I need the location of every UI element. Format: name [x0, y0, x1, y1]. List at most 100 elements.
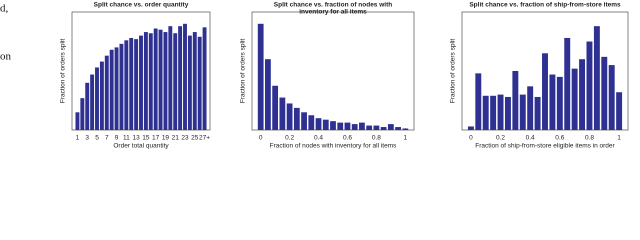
bar: [527, 86, 534, 130]
bar: [114, 47, 119, 130]
bar: [119, 43, 124, 130]
bar: [564, 37, 571, 130]
x-tick-label: 0.4: [526, 135, 535, 142]
bar: [534, 96, 541, 130]
bar: [387, 124, 394, 130]
x-tick-label: 13: [132, 135, 140, 142]
bar: [279, 97, 286, 130]
x-tick-label: 0.4: [314, 135, 323, 142]
x-tick-label: 0: [259, 135, 263, 142]
bar: [579, 59, 586, 131]
bar: [330, 121, 336, 130]
x-tick-label: 5: [95, 135, 99, 142]
bar: [158, 29, 163, 131]
bar: [183, 23, 187, 130]
bar: [475, 73, 482, 130]
bar: [308, 115, 315, 130]
x-tick-label: 23: [181, 135, 189, 142]
bar: [608, 65, 615, 130]
x-tick-label: 0.6: [343, 135, 352, 142]
bar: [134, 39, 139, 130]
x-tick-label: 27+: [199, 135, 210, 142]
bar: [359, 122, 365, 130]
bar: [322, 119, 329, 130]
bar: [504, 96, 511, 130]
bar: [380, 127, 387, 130]
bar: [109, 49, 114, 131]
y-axis-label: Fraction of orders split: [60, 39, 67, 103]
bar: [593, 26, 600, 130]
bar: [129, 37, 134, 130]
bar: [490, 95, 497, 130]
chart-title: Split chance vs. fraction of ship-from-s…: [469, 2, 621, 9]
bar: [366, 125, 373, 130]
bar: [373, 125, 380, 130]
bar: [395, 127, 401, 130]
bar: [315, 118, 322, 130]
x-tick-label: 19: [162, 135, 170, 142]
x-tick-label: 0.8: [585, 135, 594, 142]
bar: [104, 55, 109, 130]
chart-title: Split chance vs. fraction of nodes with: [274, 2, 392, 9]
x-axis-label: Order total quantity: [113, 143, 169, 150]
x-tick-label: 0.2: [496, 135, 505, 142]
x-tick-label: 17: [152, 135, 160, 142]
figure: d, on Split chance vs. order quantity Ord…: [0, 2, 629, 150]
x-tick-label: 0.8: [372, 135, 381, 142]
bar: [519, 94, 526, 130]
bar: [586, 41, 593, 130]
bar: [153, 28, 158, 130]
x-tick-label: 0.2: [285, 135, 294, 142]
x-axis-label: Fraction of nodes with inventory for all…: [270, 143, 398, 150]
bar: [293, 107, 300, 130]
page: {"page_text": ["d,", "on"], "chart_data"…: [0, 1, 629, 150]
x-tick-label: 15: [142, 135, 150, 142]
bar: [85, 82, 90, 130]
text-fragment: on: [0, 51, 12, 63]
bar: [95, 67, 99, 130]
bar: [197, 36, 202, 130]
bar: [163, 32, 168, 131]
bar: [99, 61, 104, 131]
bar: [286, 103, 293, 130]
x-tick-label: 25: [191, 135, 199, 142]
x-tick-label: 1: [76, 135, 80, 142]
bar: [80, 98, 85, 130]
bar: [148, 33, 153, 130]
bar: [187, 35, 192, 130]
bar: [139, 35, 143, 130]
x-tick-label: 0: [469, 135, 473, 142]
bar: [616, 92, 623, 130]
x-tick-label: 7: [105, 135, 109, 142]
x-tick-label: 1: [617, 135, 621, 142]
bar: [202, 27, 207, 131]
text-fragment: d,: [0, 3, 9, 15]
bar: [556, 76, 563, 130]
bar: [301, 112, 307, 130]
bar: [192, 32, 197, 131]
bar: [601, 56, 608, 131]
y-axis-label: Fraction of orders split: [240, 39, 247, 103]
bar: [168, 26, 173, 130]
bar: [257, 23, 264, 130]
bar: [497, 94, 504, 130]
x-tick-label: 9: [115, 135, 119, 142]
bar: [124, 40, 129, 130]
x-tick-label: 0.6: [555, 135, 564, 142]
bar: [173, 33, 178, 130]
bar: [75, 112, 80, 130]
bar: [482, 95, 489, 130]
x-tick-label: 3: [85, 135, 89, 142]
x-tick-label: 1: [404, 135, 408, 142]
bar: [351, 124, 358, 130]
bar: [542, 53, 548, 130]
bar: [337, 122, 344, 130]
bar: [265, 59, 271, 131]
bar: [549, 74, 556, 130]
bar: [178, 26, 183, 130]
x-tick-label: 21: [172, 135, 180, 142]
bar: [512, 71, 519, 130]
chart-title: inventory for all items: [299, 9, 367, 16]
y-axis-label: Fraction of orders split: [450, 39, 457, 103]
bar: [571, 68, 578, 130]
